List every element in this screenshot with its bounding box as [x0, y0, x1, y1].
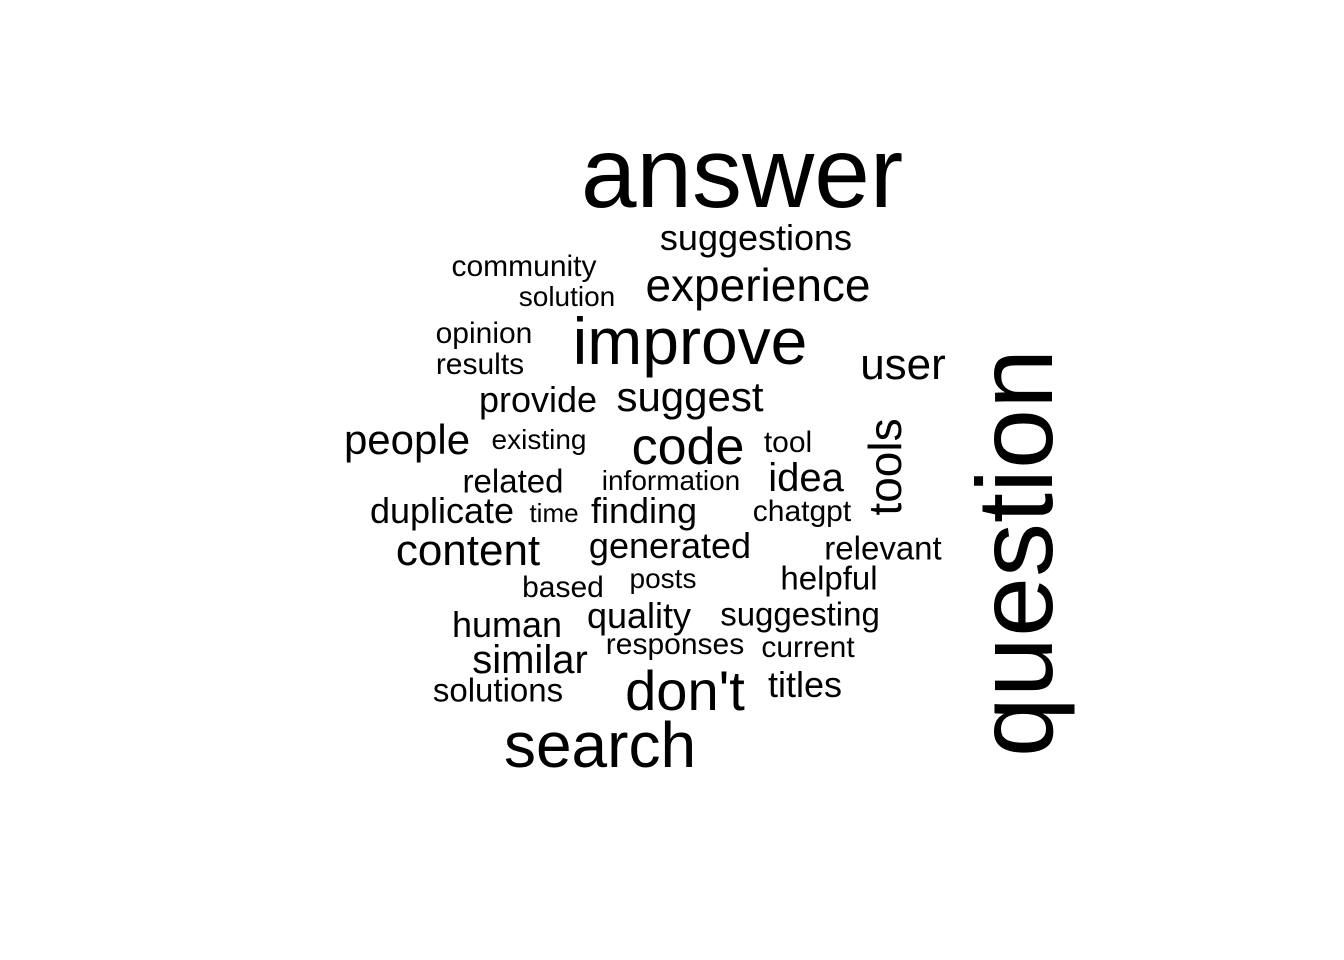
word-generated: generated: [588, 525, 752, 566]
word-related: related: [462, 462, 564, 500]
word-people: people: [343, 416, 471, 463]
word-time: time: [529, 498, 579, 528]
word-code: code: [631, 418, 745, 476]
word-content: content: [395, 526, 541, 575]
word-question: question: [954, 348, 1075, 758]
word-solution: solution: [518, 281, 616, 312]
word-titles: titles: [767, 664, 843, 705]
word-suggest: suggest: [616, 373, 764, 420]
word-solutions: solutions: [432, 671, 564, 709]
word-chatgpt: chatgpt: [752, 495, 852, 528]
word-experience: experience: [645, 259, 871, 311]
word-user: user: [860, 340, 946, 389]
word-based: based: [522, 571, 604, 604]
word-suggesting: suggesting: [720, 595, 880, 633]
word-current: current: [761, 631, 855, 664]
word-answer: answer: [580, 117, 904, 229]
word-community: community: [451, 250, 597, 283]
word-quality: quality: [586, 595, 692, 636]
word-duplicate: duplicate: [369, 490, 515, 531]
word-improve: improve: [572, 304, 808, 378]
word-finding: finding: [590, 490, 698, 531]
word-similar: similar: [472, 638, 588, 682]
word-idea: idea: [768, 456, 844, 500]
word-suggestions: suggestions: [659, 217, 853, 258]
word-information: information: [601, 465, 741, 496]
word-tool: tool: [763, 426, 813, 459]
word-responses: responses: [605, 628, 745, 661]
word-opinion: opinion: [435, 317, 533, 350]
word-search: search: [503, 709, 697, 781]
word-helpful: helpful: [780, 559, 878, 597]
word-results: results: [435, 348, 525, 381]
word-posts: posts: [629, 563, 697, 594]
word-provide: provide: [478, 379, 598, 420]
word-existing: existing: [491, 424, 587, 455]
word-relevant: relevant: [824, 529, 942, 567]
word-human: human: [451, 604, 563, 645]
word-tools: tools: [859, 418, 911, 516]
word-dont: don't: [625, 659, 745, 722]
